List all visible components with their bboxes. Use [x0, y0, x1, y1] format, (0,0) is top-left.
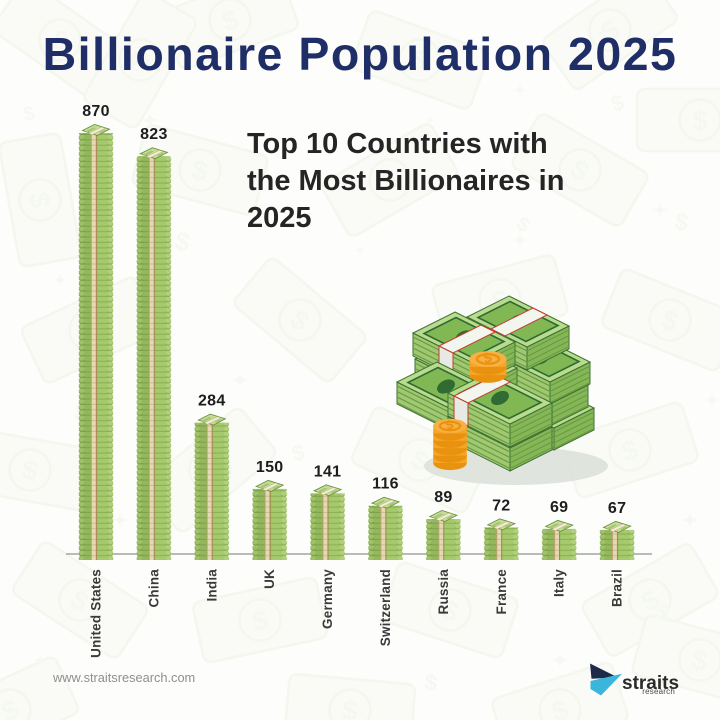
svg-text:India: India [204, 569, 219, 602]
svg-text:Brazil: Brazil [610, 569, 625, 607]
svg-text:870: 870 [82, 103, 110, 120]
svg-text:Russia: Russia [436, 569, 451, 615]
svg-text:284: 284 [198, 393, 226, 410]
svg-text:$: $ [672, 208, 691, 237]
svg-text:Germany: Germany [320, 569, 335, 629]
svg-text:141: 141 [314, 463, 342, 480]
svg-text:89: 89 [434, 489, 452, 506]
svg-text:$: $ [22, 102, 37, 126]
svg-text:$: $ [20, 454, 41, 487]
svg-text:United States: United States [89, 569, 104, 658]
svg-text:$: $ [23, 190, 56, 211]
svg-text:150: 150 [256, 459, 284, 476]
svg-text:$: $ [249, 604, 271, 638]
svg-text:France: France [494, 569, 509, 615]
svg-text:72: 72 [492, 497, 510, 514]
svg-text:67: 67 [608, 500, 626, 517]
svg-text:823: 823 [140, 126, 168, 143]
svg-text:$: $ [692, 105, 708, 136]
svg-text:China: China [146, 569, 161, 608]
svg-text:116: 116 [372, 476, 399, 493]
svg-text:$: $ [423, 669, 439, 695]
svg-text:69: 69 [550, 499, 568, 516]
svg-text:UK: UK [262, 569, 277, 589]
svg-text:Switzerland: Switzerland [378, 569, 393, 646]
svg-text:$: $ [341, 694, 360, 720]
svg-text:Italy: Italy [552, 569, 567, 597]
